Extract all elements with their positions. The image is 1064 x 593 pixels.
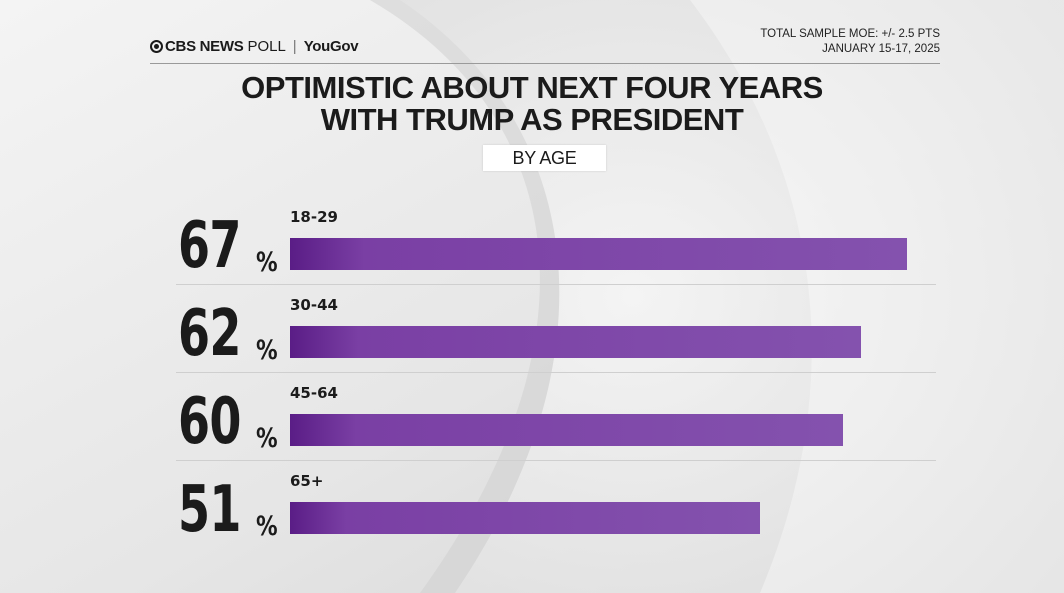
brand-network: CBS NEWS xyxy=(165,38,244,55)
bar-row: 67% 18-29 xyxy=(0,204,1064,292)
value-number: 67 xyxy=(178,209,241,283)
value-label: 62% xyxy=(178,292,278,371)
percent-sign: % xyxy=(256,511,278,542)
bar xyxy=(290,502,760,534)
row-divider xyxy=(176,372,936,373)
bar-row: 62% 30-44 xyxy=(0,292,1064,380)
cbs-eye-icon xyxy=(150,40,163,53)
row-divider xyxy=(176,460,936,461)
percent-sign: % xyxy=(256,335,278,366)
category-label: 18-29 xyxy=(290,208,338,226)
brand-poll: POLL xyxy=(247,38,286,55)
value-number: 60 xyxy=(178,385,241,459)
value-label: 51% xyxy=(178,468,278,547)
chart-subtitle: BY AGE xyxy=(483,145,606,171)
value-number: 51 xyxy=(178,473,241,547)
value-label: 67% xyxy=(178,204,278,283)
header-divider xyxy=(150,63,940,64)
header: CBS NEWS POLL | YouGov TOTAL SAMPLE MOE:… xyxy=(150,28,940,62)
category-label: 65+ xyxy=(290,472,324,490)
chart-title: OPTIMISTIC ABOUT NEXT FOUR YEARS WITH TR… xyxy=(0,72,1064,136)
brand-separator: | xyxy=(292,38,297,55)
bar xyxy=(290,326,861,358)
value-number: 62 xyxy=(178,297,241,371)
bar xyxy=(290,414,843,446)
category-label: 45-64 xyxy=(290,384,338,402)
poll-meta: TOTAL SAMPLE MOE: +/- 2.5 PTS JANUARY 15… xyxy=(760,27,940,57)
bar xyxy=(290,238,907,270)
date-text: JANUARY 15-17, 2025 xyxy=(822,43,940,55)
bar-row: 51% 65+ xyxy=(0,468,1064,556)
percent-sign: % xyxy=(256,247,278,278)
brand-partner: YouGov xyxy=(303,38,359,55)
category-label: 30-44 xyxy=(290,296,338,314)
value-label: 60% xyxy=(178,380,278,459)
chart-title-line-1: OPTIMISTIC ABOUT NEXT FOUR YEARS xyxy=(241,70,823,105)
brand-logo: CBS NEWS POLL | YouGov xyxy=(150,38,359,55)
percent-sign: % xyxy=(256,423,278,454)
bar-row: 60% 45-64 xyxy=(0,380,1064,468)
moe-text: TOTAL SAMPLE MOE: +/- 2.5 PTS xyxy=(760,28,940,40)
row-divider xyxy=(176,284,936,285)
chart-title-line-2: WITH TRUMP AS PRESIDENT xyxy=(320,102,744,137)
